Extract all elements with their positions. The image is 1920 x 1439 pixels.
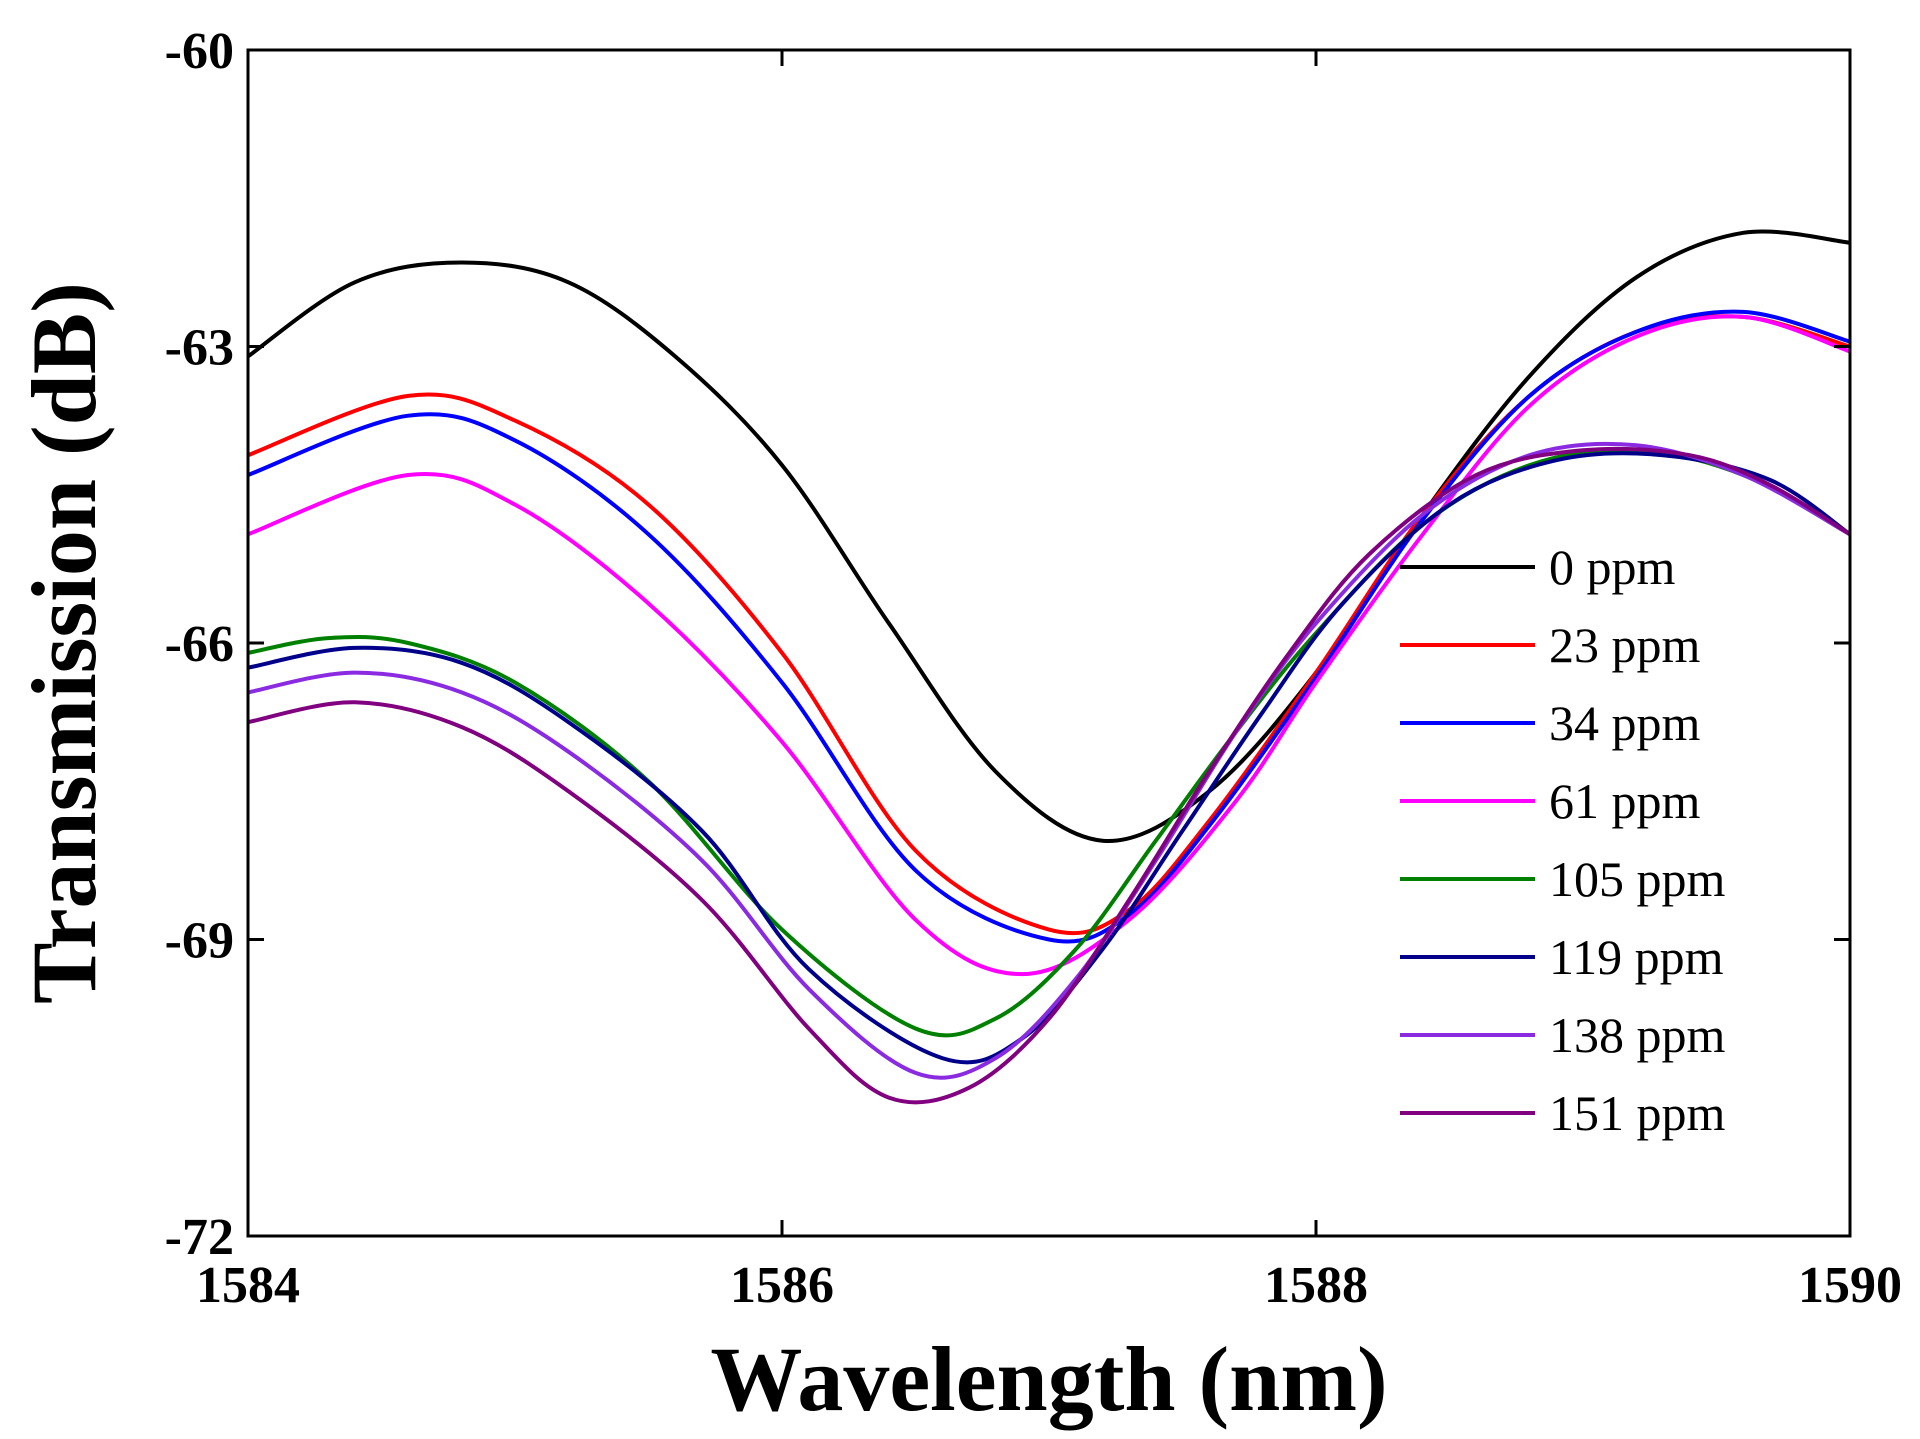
y-tick-label: -72 bbox=[165, 1209, 234, 1266]
x-tick-label: 1584 bbox=[196, 1257, 300, 1314]
series-line-138-ppm bbox=[248, 441, 1850, 1080]
legend-label: 0 ppm bbox=[1549, 539, 1676, 595]
legend-label: 34 ppm bbox=[1549, 695, 1701, 751]
legend-label: 23 ppm bbox=[1549, 617, 1701, 673]
legend-label: 151 ppm bbox=[1549, 1085, 1726, 1141]
ticks-layer: 1584 1586 1588 1590 -72 -69 -66 -63 -60 bbox=[165, 23, 1902, 1314]
y-tick-label: -66 bbox=[165, 616, 234, 673]
y-axis-title: Transmission (dB) bbox=[13, 282, 115, 1004]
y-tick-label: -69 bbox=[165, 913, 234, 970]
series-line-0-ppm bbox=[248, 229, 1850, 843]
x-tick-label: 1590 bbox=[1798, 1257, 1902, 1314]
y-tick-label: -63 bbox=[165, 320, 234, 377]
legend-label: 61 ppm bbox=[1549, 773, 1701, 829]
legend-label: 105 ppm bbox=[1549, 851, 1726, 907]
x-axis-title: Wavelength (nm) bbox=[710, 1328, 1387, 1430]
series-line-119-ppm bbox=[248, 451, 1850, 1065]
y-tick-label: -60 bbox=[165, 23, 234, 80]
legend: 0 ppm 23 ppm 34 ppm 61 ppm 105 ppm 119 ppm 138… bbox=[1400, 539, 1726, 1141]
legend-label: 138 ppm bbox=[1549, 1007, 1726, 1063]
series-layer bbox=[248, 229, 1850, 1105]
x-tick-label: 1586 bbox=[730, 1257, 834, 1314]
x-tick-label: 1588 bbox=[1264, 1257, 1368, 1314]
series-line-105-ppm bbox=[248, 447, 1850, 1038]
series-line-151-ppm bbox=[248, 446, 1850, 1105]
legend-label: 119 ppm bbox=[1549, 929, 1724, 985]
